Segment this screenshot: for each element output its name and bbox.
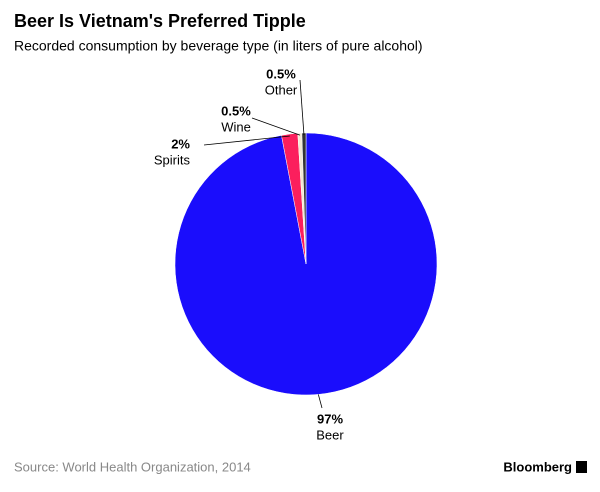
value-label: 0.5% bbox=[266, 66, 296, 81]
source: Source: World Health Organization, 2014 bbox=[14, 459, 251, 474]
chart-subtitle: Recorded consumption by beverage type (i… bbox=[14, 38, 423, 54]
chart-title: Beer Is Vietnam's Preferred Tipple bbox=[14, 11, 306, 31]
category-label: Beer bbox=[316, 427, 344, 442]
category-label: Wine bbox=[221, 119, 251, 134]
leader-line bbox=[203, 135, 290, 146]
leader-line bbox=[317, 394, 323, 409]
category-label: Spirits bbox=[154, 152, 191, 167]
leader-line bbox=[251, 117, 301, 136]
value-label: 0.5% bbox=[221, 103, 251, 118]
value-label: 2% bbox=[171, 136, 190, 151]
value-label: 97% bbox=[317, 411, 343, 426]
leader-line bbox=[299, 79, 305, 136]
brand-icon bbox=[576, 461, 587, 473]
brand: Bloomberg bbox=[503, 459, 572, 474]
category-label: Other bbox=[265, 82, 298, 97]
